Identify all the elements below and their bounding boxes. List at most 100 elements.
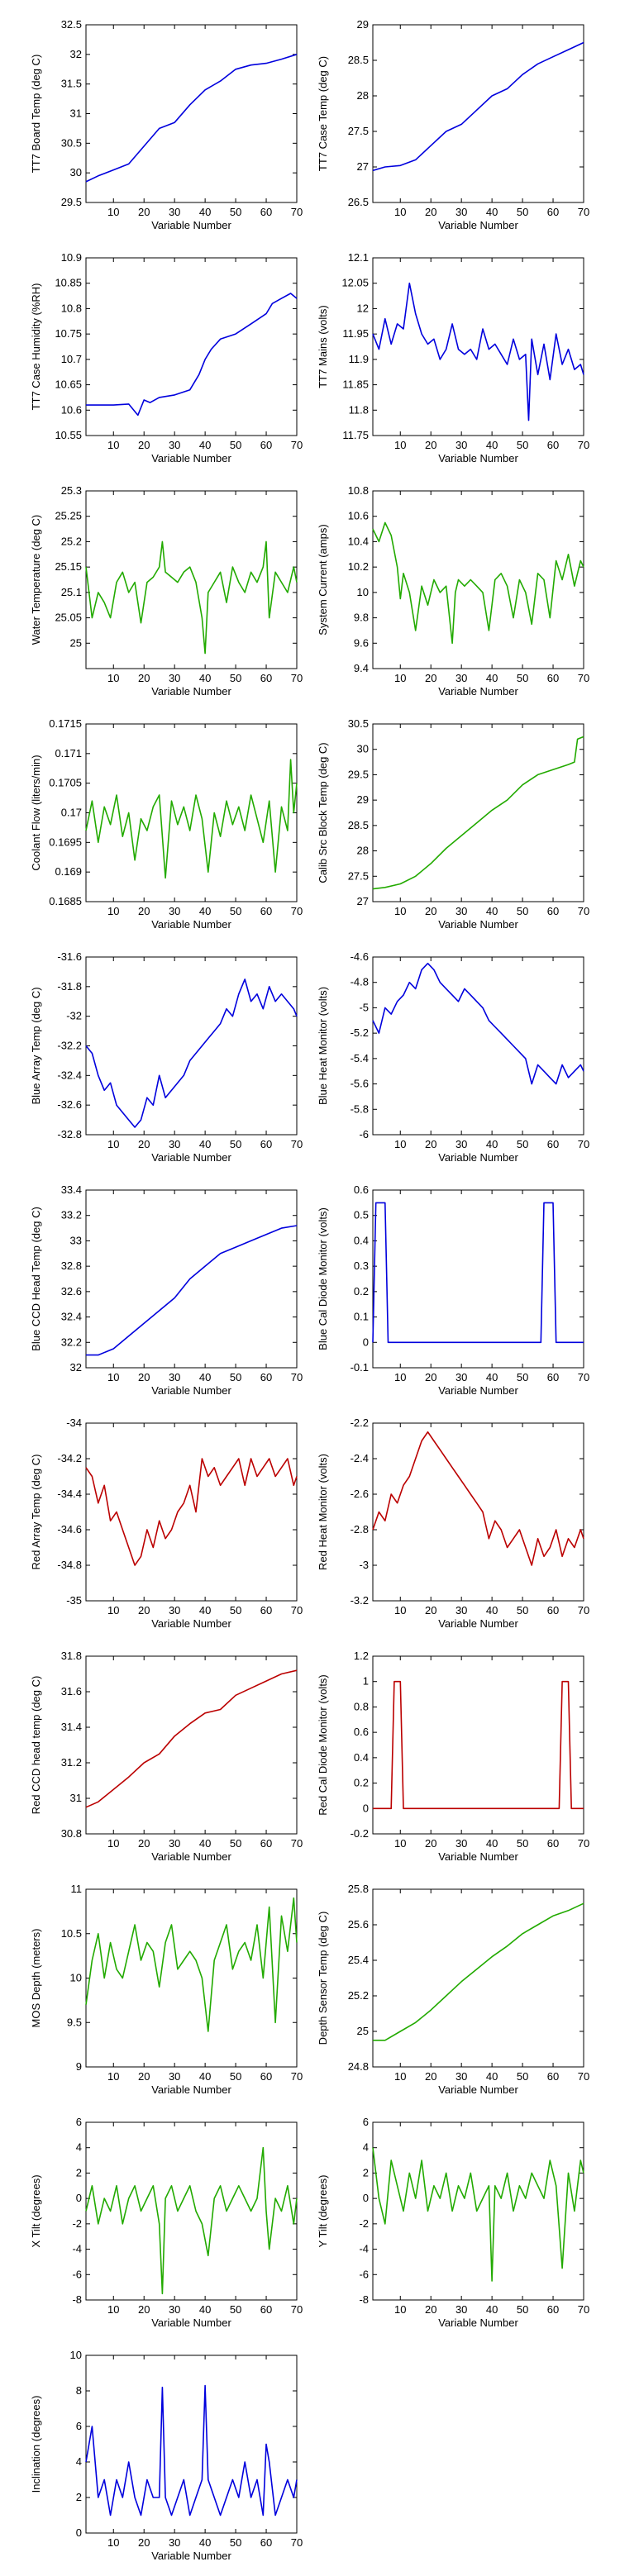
chart-panel-3: 11.75 11.8 11.85 11.9 11.95 12 12.05 12.1 10 20 30… — [317, 251, 589, 464]
y-tick-label: 26.5 — [348, 196, 369, 208]
y-tick-label: -2 — [359, 2217, 369, 2230]
x-tick-label: 60 — [260, 1604, 272, 1617]
x-axis-label: Variable Number — [151, 2083, 231, 2096]
x-tick-label: 70 — [578, 905, 589, 917]
y-tick-label: -2.2 — [351, 1417, 369, 1429]
x-tick-label: 50 — [517, 439, 528, 451]
x-axis-label: Variable Number — [151, 2550, 231, 2562]
y-tick-label: 25.4 — [348, 1954, 369, 1966]
x-tick-label: 50 — [230, 905, 241, 917]
x-axis-label: Variable Number — [438, 685, 518, 698]
x-tick-label: 50 — [517, 1371, 528, 1383]
x-tick-label: 10 — [394, 672, 406, 684]
y-tick-label: 33.4 — [61, 1183, 82, 1196]
y-tick-label: 9.5 — [67, 2016, 82, 2028]
y-tick-label: 32 — [70, 1361, 82, 1374]
plot-frame — [372, 1888, 584, 2068]
x-tick-label: 70 — [578, 2303, 589, 2316]
x-tick-label: 70 — [578, 1138, 589, 1150]
y-tick-label: -0.1 — [351, 1361, 369, 1374]
x-tick-label: 70 — [578, 672, 589, 684]
y-tick-label: 31 — [70, 1792, 82, 1804]
y-tick-label: 28.5 — [348, 54, 369, 66]
plot-frame — [85, 1422, 298, 1602]
chart-panel-19: -8 -6 -4 -2 0 2 4 6 10 20 30 40 50 60 70 Variable Numbe… — [317, 2116, 589, 2329]
x-axis-label: Variable Number — [438, 918, 518, 931]
y-tick-label: -8 — [72, 2293, 82, 2306]
x-tick-label: 40 — [199, 1837, 211, 1850]
x-tick-label: 30 — [455, 1138, 467, 1150]
x-tick-label: 60 — [260, 905, 272, 917]
x-tick-label: 60 — [547, 1604, 559, 1617]
x-tick-label: 70 — [291, 206, 303, 218]
series-line — [86, 293, 298, 417]
x-tick-label: 20 — [138, 2536, 150, 2549]
x-tick-label: 30 — [455, 206, 467, 218]
y-axis-label: Coolant Flow (liters/min) — [30, 755, 42, 870]
y-tick-label: 9.4 — [354, 662, 369, 674]
y-tick-label: 0.1685 — [49, 895, 82, 907]
x-tick-label: 20 — [425, 1371, 436, 1383]
x-tick-label: 50 — [517, 1604, 528, 1617]
y-tick-label: 28 — [357, 845, 369, 857]
x-tick-label: 60 — [260, 1371, 272, 1383]
x-tick-label: 10 — [107, 2536, 119, 2549]
y-tick-label: 32.5 — [61, 18, 82, 31]
y-tick-label: -32.6 — [57, 1098, 82, 1111]
x-tick-label: 50 — [230, 1371, 241, 1383]
y-tick-label: 25.1 — [61, 586, 82, 598]
x-tick-label: 10 — [107, 1604, 119, 1617]
x-tick-label: 20 — [138, 905, 150, 917]
x-axis-label: Variable Number — [151, 918, 231, 931]
y-tick-label: -2 — [72, 2217, 82, 2230]
y-tick-label: 4 — [363, 2141, 369, 2154]
y-tick-label: 31.4 — [61, 1721, 82, 1733]
y-tick-label: 29.5 — [61, 196, 82, 208]
y-tick-label: 25 — [70, 636, 82, 649]
y-tick-label: 0.2 — [354, 1285, 369, 1298]
x-tick-label: 20 — [138, 1138, 150, 1150]
y-tick-label: 0.4 — [354, 1751, 369, 1764]
x-tick-label: 70 — [578, 1604, 589, 1617]
x-axis-label: Variable Number — [151, 1151, 231, 1164]
x-tick-label: 50 — [517, 905, 528, 917]
y-tick-label: 28.5 — [348, 819, 369, 831]
x-tick-label: 50 — [230, 2536, 241, 2549]
y-tick-label: 11.75 — [342, 429, 369, 441]
y-tick-label: 29 — [357, 793, 369, 806]
y-tick-label: 25.2 — [61, 535, 82, 547]
x-tick-label: 20 — [138, 206, 150, 218]
y-tick-label: 32.6 — [61, 1285, 82, 1298]
series-line — [372, 1431, 584, 1566]
y-tick-label: 0.2 — [354, 1777, 369, 1789]
y-axis-label: Red CCD head temp (deg C) — [30, 1676, 42, 1815]
charts-grid: 29.5 30 30.5 31 31.5 32 32.5 10 20 30 40 50 60 70 Vari… — [30, 18, 589, 2562]
x-tick-label: 20 — [425, 1837, 436, 1850]
x-axis-label: Variable Number — [151, 1617, 231, 1630]
x-tick-label: 10 — [107, 439, 119, 451]
y-tick-label: 0.1 — [354, 1311, 369, 1323]
y-tick-label: 11.95 — [342, 327, 369, 340]
y-tick-label: -31.6 — [57, 950, 82, 963]
x-axis-label: Variable Number — [151, 1384, 231, 1397]
y-axis-label: Red Array Temp (deg C) — [30, 1455, 42, 1570]
y-tick-label: 10.55 — [55, 429, 82, 441]
y-tick-label: 11 — [71, 1883, 83, 1895]
series-line — [85, 540, 298, 655]
y-tick-label: -4.8 — [351, 976, 369, 988]
x-tick-label: 60 — [547, 1371, 559, 1383]
x-tick-label: 70 — [291, 1138, 303, 1150]
y-tick-label: 2 — [76, 2491, 82, 2503]
y-tick-label: -5.4 — [351, 1052, 369, 1064]
x-tick-label: 40 — [486, 1604, 498, 1617]
series-line — [372, 1202, 584, 1344]
x-tick-label: 20 — [425, 672, 436, 684]
y-axis-label: TT7 Mains (volts) — [317, 305, 329, 388]
chart-panel-17: 24.8 25 25.2 25.4 25.6 25.8 10 20 30 40 50 60 70 Vari… — [317, 1883, 589, 2096]
x-tick-label: 40 — [199, 1138, 211, 1150]
y-tick-label: -34.8 — [57, 1559, 82, 1571]
y-tick-label: 25.3 — [61, 484, 82, 497]
y-tick-label: 10.6 — [348, 510, 369, 522]
x-tick-label: 40 — [486, 1138, 498, 1150]
y-tick-label: 10.65 — [55, 379, 82, 391]
